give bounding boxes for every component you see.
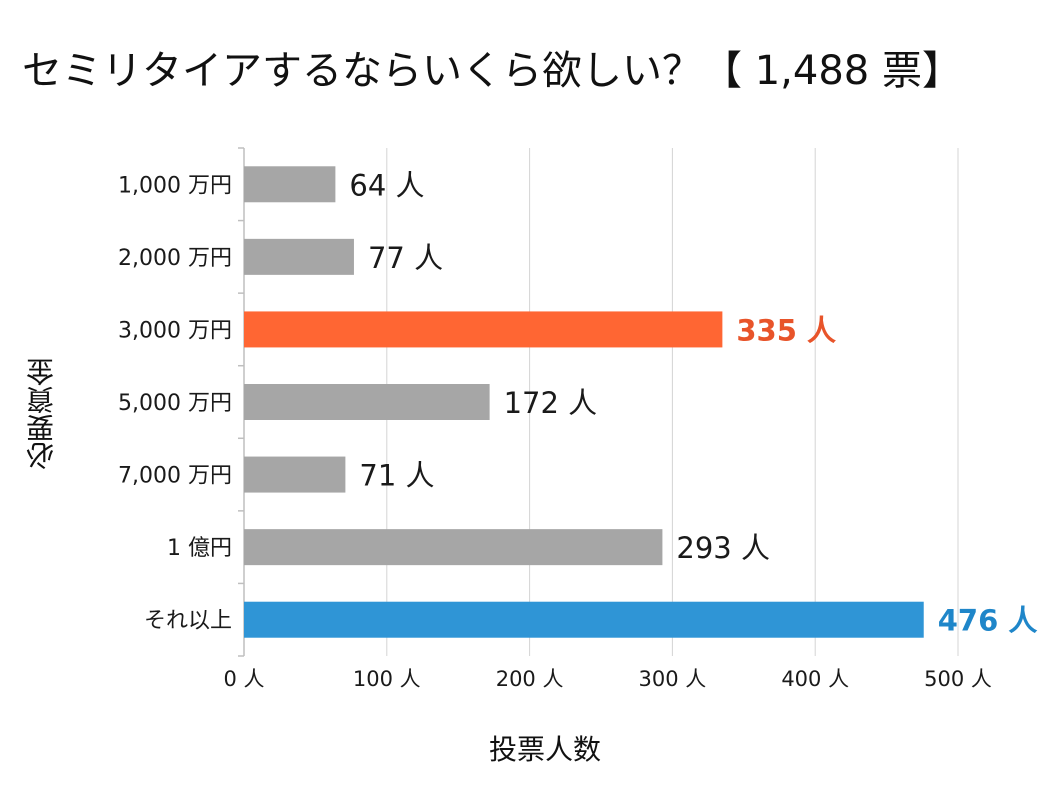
category-label: それ以上 [144, 609, 232, 634]
y-axis-title: 必要資金 [25, 358, 58, 470]
x-tick-label: 500 人 [924, 667, 992, 691]
category-label: 1 億円 [167, 536, 232, 561]
category-label: 1,000 万円 [118, 173, 232, 198]
data-label: 335 人 [736, 313, 836, 347]
category-label: 2,000 万円 [118, 246, 232, 271]
data-label: 64 人 [349, 168, 424, 202]
x-tick-label: 200 人 [496, 667, 564, 691]
bar [244, 238, 354, 275]
bar [244, 311, 723, 348]
x-tick-label: 400 人 [781, 667, 849, 691]
data-label: 293 人 [676, 531, 770, 565]
x-tick-label: 300 人 [639, 667, 707, 691]
bar [244, 601, 924, 638]
category-label: 3,000 万円 [118, 318, 232, 343]
x-tick-label: 100 人 [353, 667, 421, 691]
data-label: 172 人 [504, 386, 598, 420]
category-label: 5,000 万円 [118, 391, 232, 416]
x-axis-title: 投票人数 [488, 733, 601, 766]
data-label: 71 人 [359, 459, 434, 493]
bar [244, 384, 490, 420]
bar [244, 166, 336, 203]
chart-title: セミリタイアするならいくら欲しい？【 1,488 票】 [22, 48, 962, 94]
bar [244, 456, 346, 493]
category-label: 7,000 万円 [118, 464, 232, 489]
data-label: 77 人 [368, 241, 443, 275]
x-tick-label: 0 人 [223, 667, 264, 691]
data-label: 476 人 [938, 604, 1038, 638]
bar [244, 529, 663, 566]
